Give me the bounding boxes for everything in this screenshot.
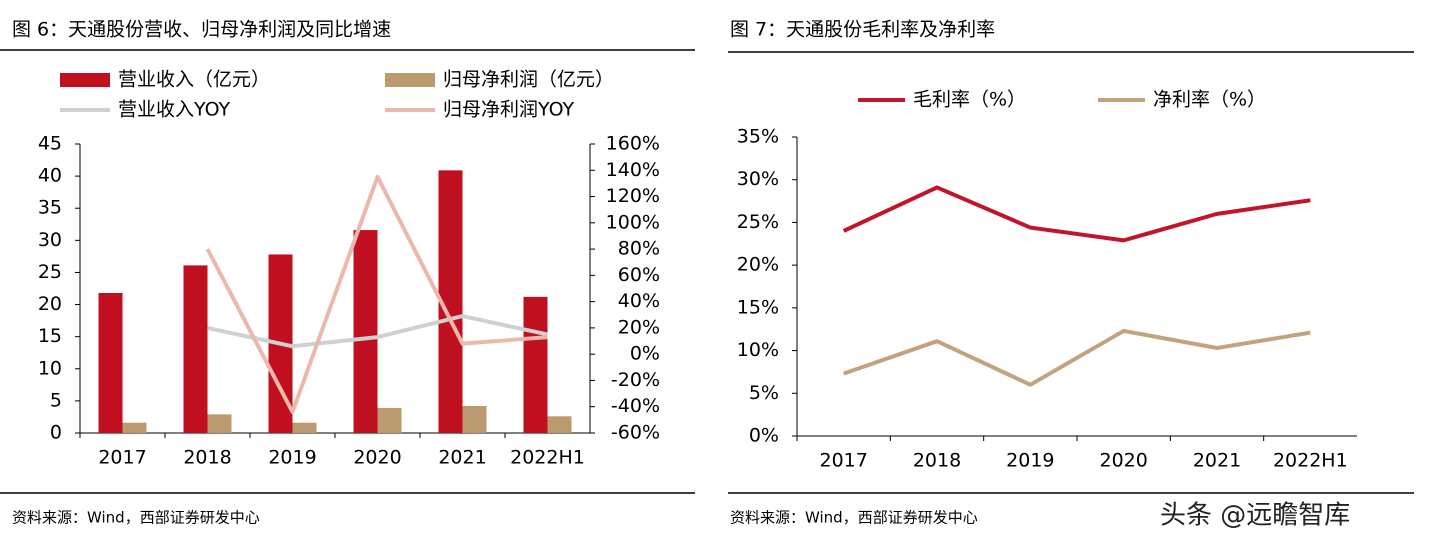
y2-tick-label: 60% bbox=[618, 264, 660, 286]
bar bbox=[377, 407, 402, 433]
x-tick-label: 2019 bbox=[1006, 450, 1054, 472]
y-tick-label: 0% bbox=[749, 425, 779, 447]
x-tick-label: 2022H1 bbox=[510, 447, 585, 469]
y2-tick-label: -60% bbox=[611, 422, 660, 444]
y-tick-label: 25 bbox=[38, 261, 62, 283]
y-tick-label: 10% bbox=[737, 339, 779, 361]
watermark: 头条 @远瞻智库 bbox=[1160, 501, 1350, 531]
source: 资料来源：Wind，西部证券研发中心 bbox=[12, 509, 260, 527]
y2-tick-label: 160% bbox=[606, 133, 660, 155]
legend-label: 营业收入（亿元） bbox=[118, 69, 270, 91]
y2-tick-label: 0% bbox=[630, 343, 660, 365]
x-tick-label: 2022H1 bbox=[1273, 450, 1348, 472]
source: 资料来源：Wind，西部证券研发中心 bbox=[730, 509, 978, 527]
x-tick-label: 2017 bbox=[819, 450, 867, 472]
legend-swatch bbox=[385, 73, 435, 87]
y-tick-label: 35 bbox=[38, 197, 62, 219]
bar bbox=[183, 265, 208, 433]
y-tick-label: 40 bbox=[38, 165, 62, 187]
chart-title: 图 6：天通股份营收、归母净利润及同比增速 bbox=[12, 19, 391, 41]
bar bbox=[462, 406, 487, 433]
bar bbox=[122, 422, 147, 433]
y-tick-label: 25% bbox=[737, 211, 779, 233]
y-tick-label: 30 bbox=[38, 229, 62, 251]
legend-label: 净利率（%） bbox=[1153, 89, 1266, 111]
bar bbox=[353, 230, 378, 433]
y-tick-label: 5 bbox=[50, 389, 62, 411]
y-tick-label: 15% bbox=[737, 296, 779, 318]
x-tick-label: 2021 bbox=[438, 447, 486, 469]
x-tick-label: 2019 bbox=[268, 447, 316, 469]
line bbox=[842, 185, 1311, 243]
x-tick-label: 2018 bbox=[913, 450, 961, 472]
x-tick-label: 2017 bbox=[98, 447, 146, 469]
x-tick-label: 2021 bbox=[1193, 450, 1241, 472]
line bbox=[207, 314, 548, 349]
bar bbox=[547, 416, 572, 433]
line bbox=[205, 174, 548, 414]
y2-tick-label: 100% bbox=[606, 211, 660, 233]
y2-tick-label: -20% bbox=[611, 369, 660, 391]
legend-swatch bbox=[60, 73, 110, 87]
y2-tick-label: 20% bbox=[618, 316, 660, 338]
y2-tick-label: 120% bbox=[606, 185, 660, 207]
y2-tick-label: 140% bbox=[606, 159, 660, 181]
bar bbox=[98, 292, 123, 433]
line bbox=[843, 328, 1311, 387]
x-tick-label: 2020 bbox=[353, 447, 401, 469]
y-tick-label: 45 bbox=[38, 133, 62, 155]
bar bbox=[523, 296, 548, 433]
y2-tick-label: 80% bbox=[618, 238, 660, 260]
bar bbox=[292, 422, 317, 433]
y2-tick-label: -40% bbox=[611, 395, 660, 417]
y-tick-label: 5% bbox=[749, 382, 779, 404]
bar bbox=[207, 414, 232, 433]
y2-tick-label: 40% bbox=[618, 290, 660, 312]
legend-label: 毛利率（%） bbox=[913, 89, 1026, 111]
y-tick-label: 0 bbox=[50, 422, 62, 444]
legend-label: 营业收入YOY bbox=[118, 99, 230, 121]
y-tick-label: 30% bbox=[737, 168, 779, 190]
y-tick-label: 35% bbox=[737, 126, 779, 148]
y-tick-label: 20% bbox=[737, 254, 779, 276]
legend-label: 归母净利润（亿元） bbox=[443, 69, 614, 91]
x-tick-label: 2020 bbox=[1099, 450, 1147, 472]
chart-title: 图 7：天通股份毛利率及净利率 bbox=[730, 19, 995, 41]
y-tick-label: 20 bbox=[38, 293, 62, 315]
y-tick-label: 10 bbox=[38, 357, 62, 379]
y-tick-label: 15 bbox=[38, 325, 62, 347]
x-tick-label: 2018 bbox=[183, 447, 231, 469]
legend-label: 归母净利润YOY bbox=[443, 99, 574, 121]
